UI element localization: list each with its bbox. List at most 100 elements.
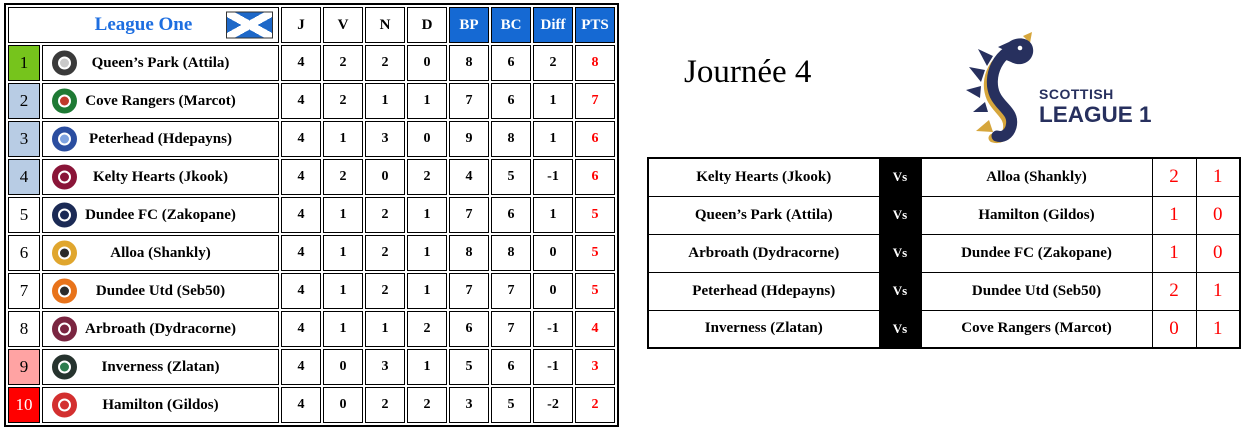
team-cell: Kelty Hearts (Jkook): [42, 159, 279, 195]
scottish-league-1-logo: SCOTTISH LEAGUE 1: [963, 32, 1163, 144]
position-cell: 8: [8, 311, 40, 347]
team-badge-icon: [52, 278, 77, 304]
column-header-diff: Diff: [533, 7, 573, 43]
stat-n: 3: [365, 349, 405, 385]
standings-row: 6 Alloa (Shankly) 4 1 2 1 8 8 0 5: [8, 235, 615, 271]
stat-pts: 5: [575, 235, 615, 271]
matchday-results-table: Kelty Hearts (Jkook) Vs Alloa (Shankly) …: [647, 157, 1241, 349]
stat-v: 2: [323, 159, 363, 195]
standings-row: 4 Kelty Hearts (Jkook) 4 2 0 2 4 5 -1 6: [8, 159, 615, 195]
away-team: Dundee Utd (Seb50): [920, 271, 1153, 311]
stat-v: 1: [323, 311, 363, 347]
team-badge-core: [60, 324, 69, 334]
standings-row: 8 Arbroath (Dydracorne) 4 1 1 2 6 7 -1 4: [8, 311, 615, 347]
stat-d: 1: [407, 273, 447, 309]
stat-bp: 7: [449, 273, 489, 309]
stat-bc: 7: [491, 273, 531, 309]
column-header-j: J: [281, 7, 321, 43]
home-team: Peterhead (Hdepayns): [647, 271, 880, 311]
stat-n: 2: [365, 235, 405, 271]
team-badge-icon: [52, 202, 77, 228]
stat-pts: 5: [575, 273, 615, 309]
stat-j: 4: [281, 349, 321, 385]
stat-bc: 8: [491, 235, 531, 271]
team-badge-icon: [52, 164, 77, 190]
column-header-bc: BC: [491, 7, 531, 43]
stat-pts: 6: [575, 159, 615, 195]
vs-cell: Vs: [878, 157, 922, 197]
stat-d: 1: [407, 83, 447, 119]
stat-n: 3: [365, 121, 405, 157]
team-badge-core: [60, 248, 69, 258]
stat-bp: 8: [449, 45, 489, 81]
team-badge-icon: [52, 392, 77, 418]
team-cell: Inverness (Zlatan): [42, 349, 279, 385]
stat-bc: 6: [491, 197, 531, 233]
stat-diff: 0: [533, 273, 573, 309]
stat-bc: 5: [491, 387, 531, 423]
position-cell: 7: [8, 273, 40, 309]
stat-n: 1: [365, 83, 405, 119]
stat-bc: 6: [491, 349, 531, 385]
position-cell: 9: [8, 349, 40, 385]
team-name: Peterhead (Hdepayns): [89, 130, 232, 147]
team-cell: Cove Rangers (Marcot): [42, 83, 279, 119]
team-cell: Peterhead (Hdepayns): [42, 121, 279, 157]
away-team: Dundee FC (Zakopane): [920, 233, 1153, 273]
column-header-d: D: [407, 7, 447, 43]
stat-j: 4: [281, 83, 321, 119]
standings-row: 7 Dundee Utd (Seb50) 4 1 2 1 7 7 0 5: [8, 273, 615, 309]
team-cell: Hamilton (Gildos): [42, 387, 279, 423]
position-cell: 2: [8, 83, 40, 119]
stat-pts: 5: [575, 197, 615, 233]
stat-bp: 5: [449, 349, 489, 385]
stat-v: 1: [323, 273, 363, 309]
team-badge-core: [60, 134, 69, 144]
home-team: Arbroath (Dydracorne): [647, 233, 880, 273]
stat-d: 1: [407, 235, 447, 271]
stat-bp: 8: [449, 235, 489, 271]
stat-n: 2: [365, 197, 405, 233]
stat-pts: 2: [575, 387, 615, 423]
standings-row: 5 Dundee FC (Zakopane) 4 1 2 1 7 6 1 5: [8, 197, 615, 233]
stat-n: 2: [365, 273, 405, 309]
column-header-pts: PTS: [575, 7, 615, 43]
stat-v: 2: [323, 83, 363, 119]
vs-cell: Vs: [878, 195, 922, 235]
column-header-v: V: [323, 7, 363, 43]
match-row: Inverness (Zlatan) Vs Cove Rangers (Marc…: [647, 309, 1241, 349]
league-title-cell: League One: [8, 7, 279, 43]
home-score: 2: [1151, 157, 1197, 197]
stat-diff: -2: [533, 387, 573, 423]
team-cell: Arbroath (Dydracorne): [42, 311, 279, 347]
team-badge-core: [60, 400, 69, 410]
home-score: 2: [1151, 271, 1197, 311]
team-badge-core: [60, 362, 69, 372]
stat-j: 4: [281, 121, 321, 157]
match-row: Queen’s Park (Attila) Vs Hamilton (Gildo…: [647, 195, 1241, 235]
vs-cell: Vs: [878, 271, 922, 311]
stat-diff: -1: [533, 159, 573, 195]
home-score: 1: [1151, 195, 1197, 235]
stat-bp: 7: [449, 197, 489, 233]
stat-bc: 8: [491, 121, 531, 157]
team-name: Inverness (Zlatan): [101, 358, 220, 375]
stat-d: 0: [407, 45, 447, 81]
stat-bp: 9: [449, 121, 489, 157]
column-header-n: N: [365, 7, 405, 43]
team-badge-icon: [52, 240, 77, 266]
stat-j: 4: [281, 197, 321, 233]
position-cell: 5: [8, 197, 40, 233]
stat-j: 4: [281, 387, 321, 423]
stat-diff: -1: [533, 349, 573, 385]
stat-v: 0: [323, 387, 363, 423]
team-badge-core: [60, 58, 69, 68]
team-name: Dundee FC (Zakopane): [85, 206, 236, 223]
team-name: Kelty Hearts (Jkook): [93, 168, 228, 185]
stat-diff: 0: [533, 235, 573, 271]
stat-pts: 6: [575, 121, 615, 157]
stat-j: 4: [281, 159, 321, 195]
match-row: Peterhead (Hdepayns) Vs Dundee Utd (Seb5…: [647, 271, 1241, 311]
team-badge-icon: [52, 88, 77, 114]
